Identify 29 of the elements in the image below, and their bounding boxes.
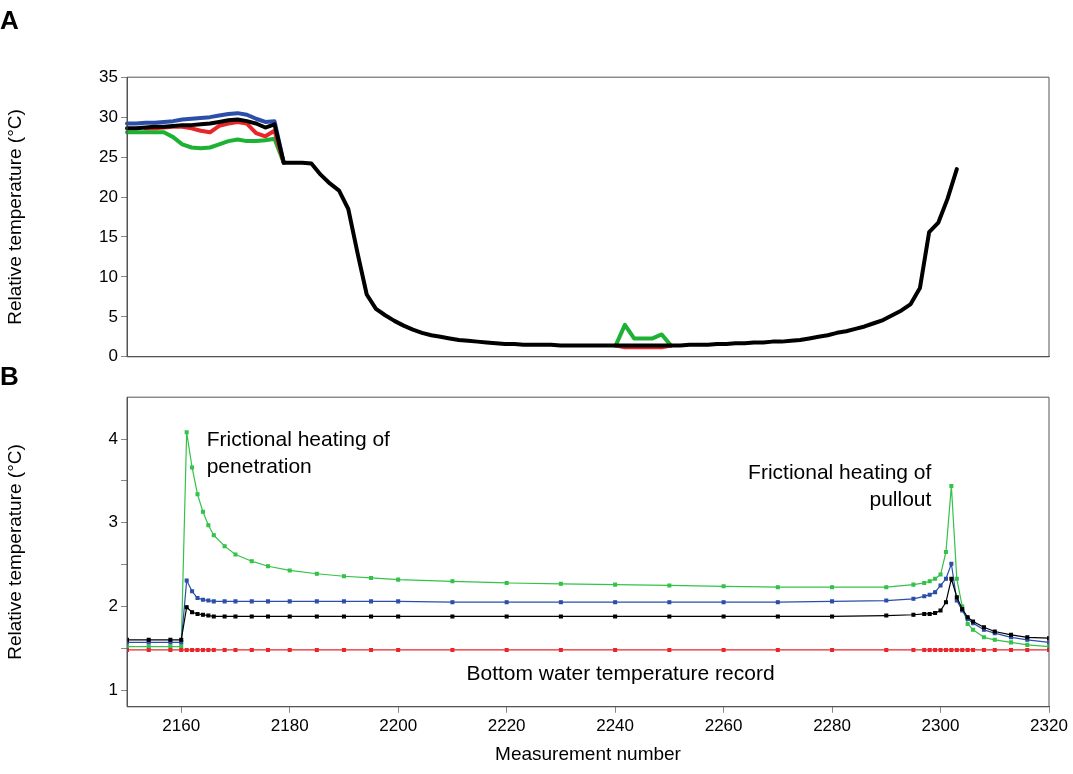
annotation: Frictional heating of penetration — [206, 427, 391, 478]
x-tick-label: 2180 — [270, 715, 309, 735]
x-tick-label: 2240 — [596, 715, 635, 735]
x-tick-label: 2300 — [921, 715, 960, 735]
x-tick-label: 2220 — [487, 715, 526, 735]
y-tick-label: 20 — [99, 186, 118, 206]
y-tick-label: 10 — [99, 266, 118, 286]
y-tick-label: 3 — [108, 512, 118, 532]
chart-title: B — [0, 360, 19, 391]
x-tick-label: 2260 — [704, 715, 743, 735]
x-axis-title: Measurement number — [495, 742, 682, 764]
annotation: Frictional heating of pullout — [748, 459, 932, 510]
x-tick-label: 2280 — [813, 715, 851, 735]
y-tick-label: 4 — [108, 428, 118, 448]
y-axis-title: Relative temperature (°C) — [3, 444, 25, 660]
y-tick-label: 1 — [108, 679, 118, 699]
chart-title: A — [0, 4, 19, 35]
y-tick-label: 15 — [99, 226, 118, 246]
y-tick-label: 2 — [108, 596, 118, 616]
y-tick-label: 25 — [99, 146, 118, 166]
y-axis-title: Relative temperature (°C) — [3, 109, 25, 325]
y-tick-label: 30 — [99, 106, 118, 126]
x-tick-label: 2200 — [379, 715, 418, 735]
y-tick-label: 5 — [108, 306, 118, 326]
y-tick-label: 35 — [99, 66, 118, 86]
x-tick-label: 2160 — [162, 715, 201, 735]
y-tick-label: 0 — [108, 346, 118, 366]
annotation: Bottom water temperature record — [466, 660, 775, 684]
x-tick-label: 2320 — [1030, 715, 1068, 735]
